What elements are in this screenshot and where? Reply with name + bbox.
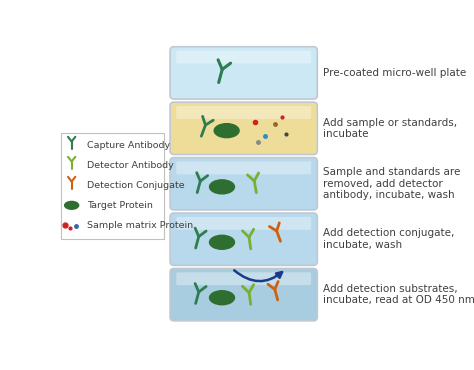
FancyBboxPatch shape bbox=[176, 217, 311, 230]
Ellipse shape bbox=[64, 201, 80, 210]
Ellipse shape bbox=[209, 235, 235, 250]
Ellipse shape bbox=[209, 290, 235, 305]
FancyBboxPatch shape bbox=[170, 213, 317, 265]
FancyBboxPatch shape bbox=[170, 269, 317, 321]
FancyBboxPatch shape bbox=[170, 102, 317, 155]
Ellipse shape bbox=[213, 123, 240, 138]
Text: Capture Antibody: Capture Antibody bbox=[87, 141, 170, 150]
FancyBboxPatch shape bbox=[176, 272, 311, 285]
Text: Add sample or standards,
incubate: Add sample or standards, incubate bbox=[323, 118, 457, 139]
FancyBboxPatch shape bbox=[61, 133, 164, 239]
Text: Detection Conjugate: Detection Conjugate bbox=[87, 181, 185, 190]
Text: Target Protein: Target Protein bbox=[87, 201, 153, 210]
Text: Sample and standards are
removed, add detector
antibody, incubate, wash: Sample and standards are removed, add de… bbox=[323, 167, 460, 201]
Text: Add detection substrates,
incubate, read at OD 450 nm: Add detection substrates, incubate, read… bbox=[323, 284, 474, 306]
FancyBboxPatch shape bbox=[176, 106, 311, 119]
Ellipse shape bbox=[209, 179, 235, 195]
Text: Sample matrix Protein: Sample matrix Protein bbox=[87, 221, 193, 230]
FancyBboxPatch shape bbox=[170, 158, 317, 210]
Text: Detector Antibody: Detector Antibody bbox=[87, 161, 174, 170]
FancyBboxPatch shape bbox=[170, 47, 317, 99]
Text: Pre-coated micro-well plate: Pre-coated micro-well plate bbox=[323, 68, 466, 78]
Text: Add detection conjugate,
incubate, wash: Add detection conjugate, incubate, wash bbox=[323, 228, 454, 250]
FancyBboxPatch shape bbox=[176, 51, 311, 64]
FancyBboxPatch shape bbox=[176, 161, 311, 174]
